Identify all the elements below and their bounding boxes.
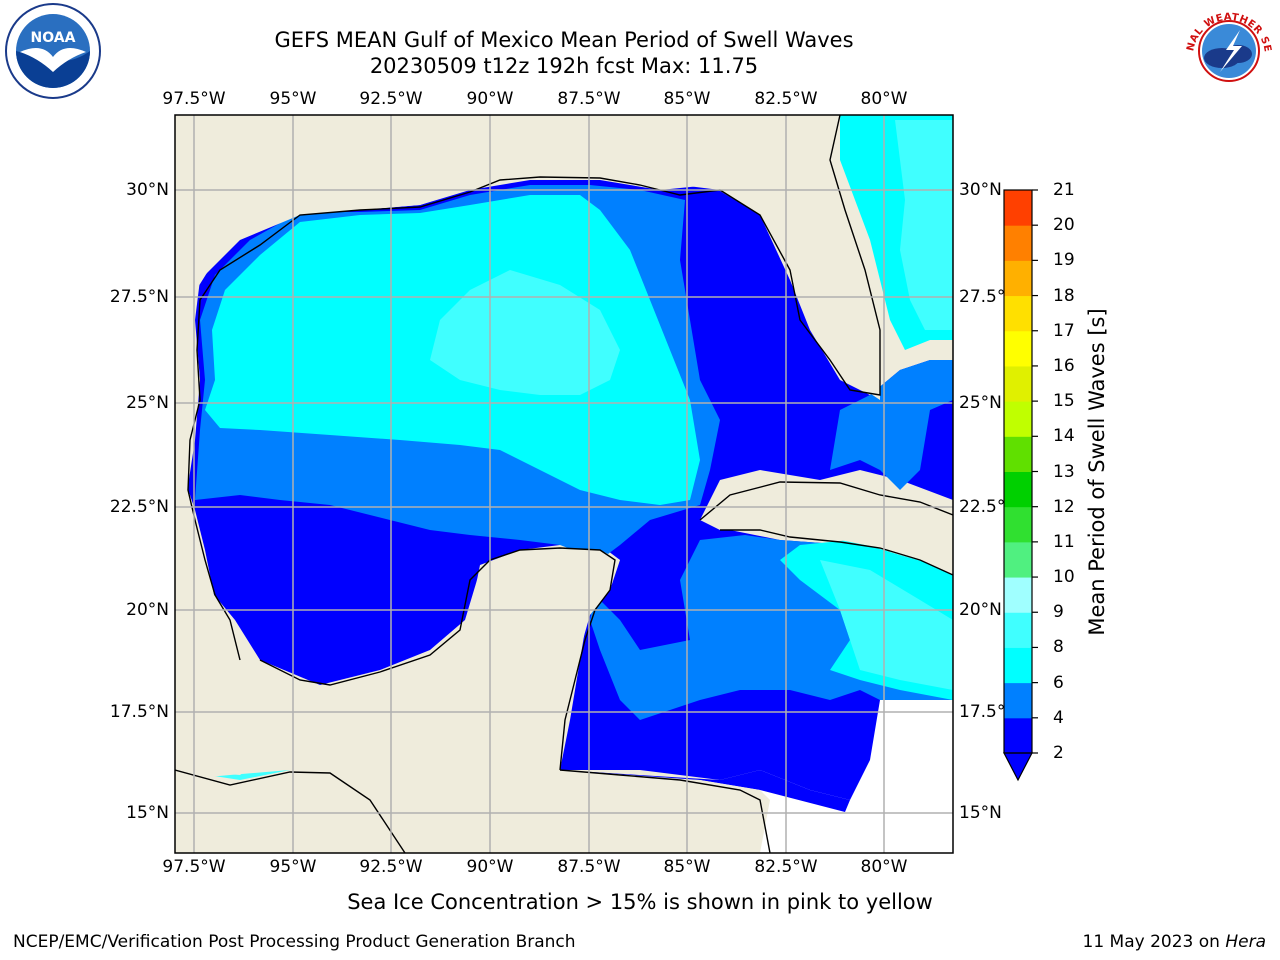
swell-contour-gulf-8	[430, 270, 620, 395]
lon-tick-top: 90°W	[466, 89, 514, 109]
nws-logo-icon: NATIONAL WEATHER SERVICE	[1180, 2, 1276, 98]
lon-tick-bottom: 87.5°W	[557, 857, 621, 877]
lon-tick-bottom: 95°W	[269, 857, 317, 877]
colorbar-segment	[1004, 647, 1032, 684]
lat-tick-right: 27.5°N	[959, 287, 1019, 307]
lon-tick-bottom: 92.5°W	[359, 857, 423, 877]
colorbar-segment	[1004, 225, 1032, 261]
colorbar-segment	[1004, 401, 1032, 437]
colorbar-tick-label: 4	[1053, 707, 1064, 728]
lat-tick-right: 30°N	[959, 180, 1002, 200]
chart-title: GEFS MEAN Gulf of Mexico Mean Period of …	[274, 28, 854, 52]
lon-tick-top: 87.5°W	[557, 89, 621, 109]
lat-tick-left: 22.5°N	[109, 497, 169, 517]
colorbar-tick-label: 16	[1053, 355, 1075, 376]
colorbar-tick-label: 13	[1053, 461, 1075, 482]
colorbar-title: Mean Period of Swell Waves [s]	[1085, 308, 1109, 636]
colorbar	[1003, 189, 1038, 782]
colorbar-segment	[1004, 506, 1032, 543]
land-yucatan	[175, 548, 760, 853]
map-grid	[175, 115, 953, 853]
lat-tick-left: 15°N	[126, 803, 169, 823]
lat-tick-left: 20°N	[126, 600, 169, 620]
colorbar-segment	[1004, 436, 1032, 472]
lon-tick-bottom: 82.5°W	[754, 857, 818, 877]
footer-credit: NCEP/EMC/Verification Post Processing Pr…	[13, 932, 576, 952]
colorbar-tick-label: 2	[1053, 743, 1064, 763]
colorbar-segment	[1004, 682, 1032, 719]
colorbar-tick-label: 19	[1053, 250, 1075, 271]
lat-tick-left: 25°N	[126, 393, 169, 413]
colorbar-tick-label: 12	[1053, 496, 1075, 517]
colorbar-tick-label: 8	[1053, 637, 1064, 658]
lat-tick-right: 20°N	[959, 600, 1002, 620]
lat-tick-right: 15°N	[959, 803, 1002, 823]
colorbar-tick-label: 17	[1053, 320, 1075, 341]
colorbar-segment	[1004, 295, 1032, 332]
lat-tick-right: 17.5°N	[959, 702, 1019, 722]
colorbar-tick-label: 21	[1053, 180, 1075, 200]
land-cuba	[700, 480, 953, 575]
lon-tick-bottom: 85°W	[663, 857, 711, 877]
colorbar-segment	[1004, 541, 1032, 578]
colorbar-segment	[1004, 260, 1032, 297]
lon-tick-top: 95°W	[269, 89, 317, 109]
lon-tick-top: 82.5°W	[754, 89, 818, 109]
noaa-logo-text: NOAA	[31, 30, 76, 46]
colorbar-tick-label: 9	[1053, 602, 1064, 623]
lat-tick-left: 17.5°N	[109, 702, 169, 722]
colorbar-tick-label: 11	[1053, 531, 1075, 552]
colorbar-tick-label: 18	[1053, 285, 1075, 306]
lat-tick-left: 30°N	[126, 180, 169, 200]
lon-tick-top: 85°W	[663, 89, 711, 109]
lon-tick-top: 92.5°W	[359, 89, 423, 109]
colorbar-tick-label: 10	[1053, 567, 1075, 588]
colorbar-segment	[1004, 330, 1032, 367]
colorbar-segment	[1004, 471, 1032, 508]
footer-host: Hera	[1225, 932, 1266, 952]
lon-tick-top: 80°W	[860, 89, 908, 109]
colorbar-segment	[1004, 190, 1032, 226]
noaa-logo-icon: NOAA	[5, 3, 101, 99]
colorbar-extend-arrow	[1003, 752, 1033, 782]
map-frame	[174, 114, 954, 854]
colorbar-tick-label: 20	[1053, 215, 1075, 236]
lon-tick-bottom: 90°W	[466, 857, 514, 877]
colorbar-segment	[1004, 612, 1032, 648]
lon-tick-bottom: 97.5°W	[162, 857, 226, 877]
colorbar-segment	[1004, 717, 1032, 754]
lon-tick-bottom: 80°W	[860, 857, 908, 877]
colorbar-tick-label: 15	[1053, 391, 1075, 412]
colorbar-tick-label: 6	[1053, 672, 1064, 693]
footer-date-text: 11 May 2023 on	[1082, 932, 1226, 952]
lat-tick-left: 27.5°N	[109, 287, 169, 307]
sea-ice-note: Sea Ice Concentration > 15% is shown in …	[347, 890, 933, 914]
chart-subtitle: 20230509 t12z 192h fcst Max: 11.75	[369, 54, 759, 78]
lat-tick-right: 22.5°N	[959, 497, 1019, 517]
colorbar-segment	[1004, 577, 1032, 613]
colorbar-tick-label: 14	[1053, 426, 1075, 447]
footer-date: 11 May 2023 on Hera	[1083, 932, 1267, 952]
lon-tick-top: 97.5°W	[162, 89, 226, 109]
lat-tick-right: 25°N	[959, 393, 1002, 413]
colorbar-segment	[1004, 365, 1032, 402]
